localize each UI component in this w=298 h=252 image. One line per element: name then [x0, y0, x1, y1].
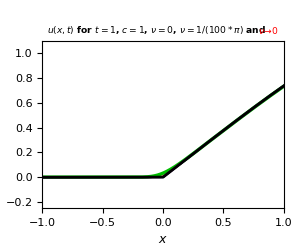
Text: $u(x,t)$ for $t = 1$, $c = 1$, $\nu = 0$, $\nu = 1/(100*\pi)$ and: $u(x,t)$ for $t = 1$, $c = 1$, $\nu = 0$…	[47, 24, 267, 36]
X-axis label: $x$: $x$	[158, 233, 168, 246]
Text: $\nu\!\to\!0$: $\nu\!\to\!0$	[258, 25, 279, 36]
